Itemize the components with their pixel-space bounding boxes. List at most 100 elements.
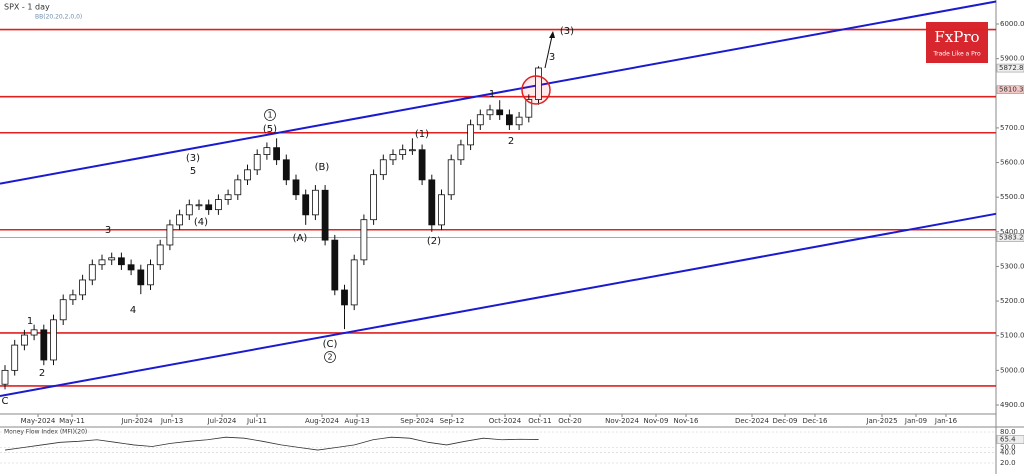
price-tag-label: 5872.8 [999,64,1024,72]
mfi-tick-label: 20.0 [1000,459,1016,467]
wave-label: 1 [27,316,33,327]
candle-body [137,269,145,286]
candle-body [476,114,484,126]
candle-body [185,204,193,216]
x-tick-label: Dec-16 [803,417,829,425]
wave-label: 5 [190,166,196,177]
candle-body [79,279,86,296]
candle-body [30,329,38,336]
x-tick-label: Jul-11 [246,417,267,425]
candle-body [282,159,290,181]
x-tick-label: Nov-09 [644,417,669,425]
candle-body [311,189,319,216]
indicator-label: BB(20,20,2,0,0) [35,14,82,21]
candle-body [118,257,125,266]
y-tick-label: 5500.0 [1000,193,1024,201]
y-tick-label: 5900.0 [1000,55,1024,63]
x-tick-label: Jan-2025 [865,417,897,425]
y-tick-label: 5400.0 [1000,228,1024,236]
mfi-tick-label: 40.0 [1000,449,1016,457]
arrow [544,35,553,69]
x-tick-label: Dec-2024 [735,417,769,425]
candle-body [515,116,523,126]
x-tick-label: Jul-2024 [207,417,237,425]
price-tag [996,63,1024,73]
x-tick-label: Sep-2024 [400,417,434,425]
logo-brand: FxPro [934,28,979,46]
support-tag-label: 5383.2 [999,234,1024,242]
wave-label: 1 [267,111,272,120]
wave-label: (B) [315,162,330,173]
y-tick-label: 5700.0 [1000,124,1024,132]
x-tick-label: May-2024 [21,417,56,425]
x-tick-label: Sep-12 [440,417,465,425]
highlight-circle [521,75,551,105]
candle-body [1,369,9,385]
candle-body [447,159,455,196]
candle-body [59,299,67,321]
price-tag [996,85,1024,94]
wave-label: (A) [293,233,308,244]
candle-body [457,144,465,161]
x-tick-label: Oct-2024 [489,417,522,425]
mfi-tag-label: 65.4 [1000,436,1016,444]
wave-label: (5) [263,124,277,135]
candle-body [11,344,19,371]
candle-body [50,319,57,361]
chart-title: SPX - 1 day [4,3,50,12]
y-tick-label: 5200.0 [1000,297,1024,305]
wave-label: (4) [194,217,208,228]
candle-body [127,264,135,271]
wave-label: 2 [39,368,45,379]
candle-body [292,179,300,196]
candle-body [389,154,397,161]
x-tick-label: May-11 [59,417,85,425]
candle-body [69,294,77,301]
candle-body [370,174,378,221]
x-tick-label: Oct-11 [528,417,552,425]
wave-circle [324,351,336,363]
candle-body [331,239,339,291]
wave-label: (1) [415,129,429,140]
mfi-tick-label: 50.0 [1000,444,1016,452]
y-tick-label: 5100.0 [1000,332,1024,340]
candle-body [224,194,232,201]
arrow-head [549,31,555,38]
candle-body [156,244,164,266]
x-tick-label: Aug-2024 [305,417,340,425]
candle-body [244,169,251,181]
wave-label: 1 [489,89,495,100]
candle-body [350,259,358,306]
candle-body [98,259,106,266]
wave-label: (2) [427,236,441,247]
wave-label: 2 [327,353,332,362]
candle-body [166,224,174,246]
candle-body [418,149,426,181]
candle-body [467,124,475,146]
logo-tagline: Trade Like a Pro [932,51,981,58]
x-tick-label: Jun-2024 [120,417,153,425]
x-tick-label: Oct-20 [558,417,582,425]
candle-body [176,214,184,226]
candle-body [505,114,513,126]
candle-body [302,194,310,216]
candle-body [214,199,222,211]
wave-label: 3 [549,52,555,63]
x-tick-label: Jun-13 [160,417,183,425]
wave-label: (3) [560,26,574,37]
mfi-tag [996,435,1024,444]
y-tick-label: 5600.0 [1000,159,1024,167]
candle-body [273,147,281,161]
wave-circle [264,109,276,121]
y-tick-label: 5300.0 [1000,262,1024,270]
wave-label: (3) [186,153,200,164]
candle-body [535,67,542,100]
support-tag [996,233,1024,242]
candle-body [360,219,368,261]
candle-body [321,189,329,241]
x-tick-label: Aug-13 [344,417,369,425]
y-tick-label: 6000.0 [1000,20,1024,28]
wave-label: 4 [130,305,136,316]
candle-body [263,147,271,155]
